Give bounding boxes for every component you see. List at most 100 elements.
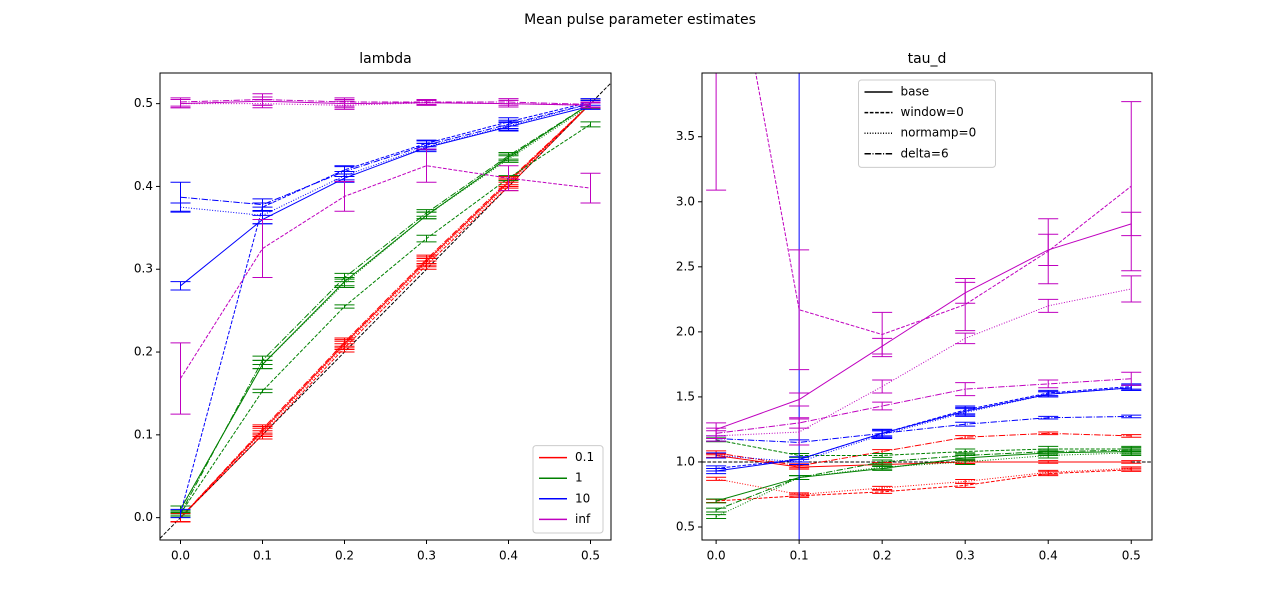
x-tick-label: 0.3 — [417, 549, 436, 563]
error-bar — [1121, 371, 1142, 386]
error-bar — [955, 382, 976, 397]
error-bar — [955, 332, 976, 345]
y-tick-label: 2.5 — [676, 259, 695, 273]
y-tick-label: 0.0 — [134, 510, 153, 524]
error-bar — [252, 424, 273, 434]
series-line — [716, 432, 1132, 467]
series-line — [180, 103, 591, 206]
series-line — [180, 103, 591, 518]
error-bar — [789, 392, 810, 407]
error-bar — [1121, 466, 1142, 471]
series-line — [715, 451, 1132, 502]
series-line — [755, 73, 1132, 335]
y-tick-label: 0.4 — [134, 179, 153, 193]
x-tick-label: 0.4 — [1039, 549, 1058, 563]
error-bar — [955, 278, 976, 332]
x-tick-label: 0.1 — [253, 549, 272, 563]
error-bar — [872, 452, 893, 458]
legend-label: 0.1 — [575, 450, 594, 464]
legend-label: window=0 — [901, 105, 964, 119]
error-bar — [416, 254, 437, 264]
series-line — [180, 104, 591, 510]
y-tick-label: 0.5 — [676, 519, 695, 533]
series-line — [180, 103, 591, 518]
error-bar — [1038, 218, 1059, 285]
x-tick-label: 0.1 — [790, 549, 809, 563]
legend-label: normamp=0 — [901, 126, 977, 140]
legend-label: 10 — [575, 491, 590, 505]
error-bar — [252, 219, 273, 279]
y-tick-label: 2.0 — [676, 324, 695, 338]
error-bar — [789, 249, 810, 371]
error-bar — [170, 281, 191, 291]
error-bar — [498, 98, 519, 106]
error-bar — [498, 165, 519, 192]
x-tick-label: 0.2 — [873, 549, 892, 563]
error-bar — [872, 489, 893, 494]
error-bar — [252, 355, 273, 365]
error-bar — [706, 507, 727, 513]
series-line — [715, 449, 1132, 511]
error-bar — [789, 458, 810, 466]
series-line — [716, 469, 1132, 502]
x-tick-label: 0.5 — [581, 549, 600, 563]
panel-title: lambda — [359, 51, 411, 67]
error-bar — [1038, 379, 1059, 389]
legend-box — [532, 445, 604, 534]
series-line — [180, 165, 591, 379]
y-tick-label: 3.5 — [676, 129, 695, 143]
error-bar — [498, 119, 519, 129]
error-bar — [1038, 448, 1059, 455]
legend-label: base — [901, 85, 930, 99]
y-tick-label: 0.3 — [134, 262, 153, 276]
error-bar — [498, 151, 519, 160]
error-bar — [1038, 431, 1059, 436]
error-bar — [955, 435, 976, 440]
error-bar — [334, 337, 355, 347]
error-bar — [252, 388, 273, 394]
series-line — [716, 387, 1132, 463]
error-bar — [334, 272, 355, 283]
series-line — [715, 223, 1132, 430]
error-bar — [1038, 391, 1059, 398]
x-tick-label: 0.2 — [335, 549, 354, 563]
axes-frame — [701, 72, 1153, 541]
error-bar — [1038, 469, 1059, 475]
series-line — [716, 386, 1132, 469]
error-bar — [1121, 460, 1142, 464]
error-bar — [1038, 298, 1059, 313]
error-bar — [872, 430, 893, 437]
error-bar — [1038, 415, 1059, 420]
legend-box — [858, 79, 996, 168]
error-bar — [706, 465, 727, 472]
error-bar — [580, 101, 601, 108]
series-line — [716, 439, 1132, 456]
series-line — [180, 123, 591, 514]
y-tick-label: 1.0 — [676, 454, 695, 468]
error-bar — [1121, 384, 1142, 391]
error-bar — [1038, 460, 1059, 464]
x-tick-label: 0.5 — [1122, 549, 1141, 563]
error-bar — [872, 311, 893, 358]
y-tick-label: 0.2 — [134, 345, 153, 359]
error-bar — [872, 464, 893, 470]
error-bar — [580, 121, 601, 128]
error-bar — [706, 498, 727, 504]
error-bar — [955, 452, 976, 459]
error-bar — [706, 476, 727, 481]
y-tick-label: 3.0 — [676, 194, 695, 208]
series-line — [180, 103, 591, 514]
error-bar — [955, 479, 976, 484]
error-bar — [252, 198, 273, 211]
y-tick-label: 0.5 — [134, 96, 153, 110]
x-tick-label: 0.3 — [956, 549, 975, 563]
error-bar — [252, 93, 273, 106]
series-line — [180, 103, 591, 518]
error-bar — [170, 97, 191, 107]
series-line — [716, 378, 1132, 434]
legend-label: inf — [575, 512, 591, 526]
series-line — [716, 467, 1132, 495]
error-bar — [955, 458, 976, 466]
error-bar — [334, 97, 355, 107]
